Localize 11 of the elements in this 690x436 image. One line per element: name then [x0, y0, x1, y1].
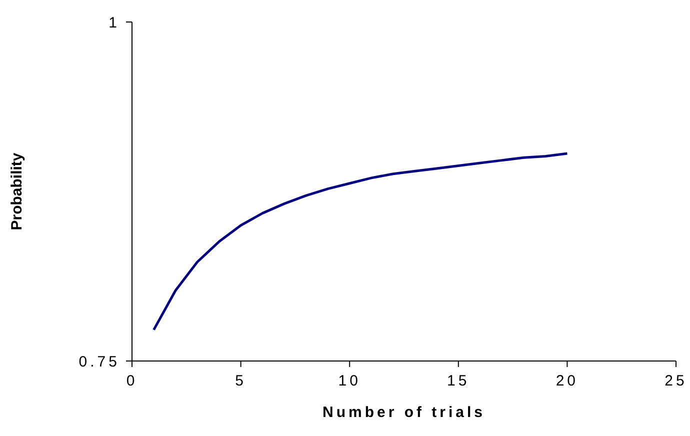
- line-series: [152, 152, 568, 332]
- x-axis-title: Number of trials: [322, 404, 486, 421]
- x-tick-label: 25: [664, 372, 688, 390]
- x-tick-label: 10: [338, 372, 361, 390]
- x-tick-label: 5: [235, 372, 246, 390]
- x-tick-label: 20: [556, 372, 579, 390]
- y-tick-label: 0.75: [78, 353, 120, 370]
- y-tick-label: 1: [108, 14, 120, 32]
- y-axis-title: Probability: [8, 152, 26, 230]
- x-tick-label: 0: [126, 372, 138, 390]
- x-tick-label: 15: [447, 372, 470, 390]
